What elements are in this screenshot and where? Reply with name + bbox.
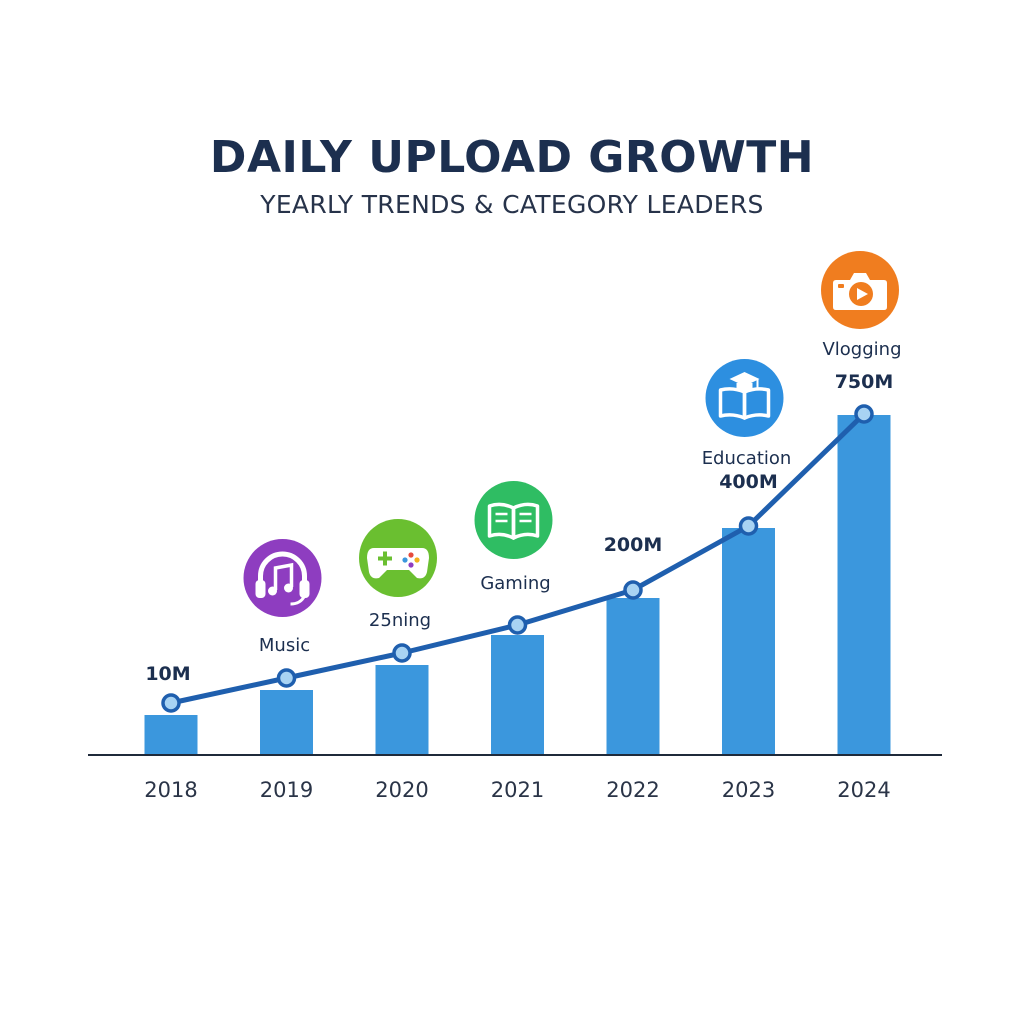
data-label: 200M <box>604 534 663 556</box>
trend-point-2021 <box>507 615 528 635</box>
headphones-music-icon <box>243 539 322 617</box>
trend-point-2024 <box>854 404 874 424</box>
x-tick-label: 2020 <box>375 778 428 802</box>
bar-2024 <box>837 415 891 755</box>
trend-point-2022 <box>623 580 643 600</box>
bar-2022 <box>606 598 660 755</box>
x-tick-label: 2022 <box>606 778 659 802</box>
trend-point-2018 <box>161 693 181 713</box>
graduation-book-icon <box>705 359 784 437</box>
chart-title: DAILY UPLOAD GROWTH <box>209 132 815 183</box>
x-tick-label: 2018 <box>144 778 197 802</box>
x-tick-label: 2021 <box>491 778 544 802</box>
category-label: Education <box>702 448 792 469</box>
bar-2018 <box>144 715 198 755</box>
trend-point-2020 <box>392 643 412 663</box>
open-book-icon <box>474 481 553 559</box>
trend-point-2023 <box>738 516 759 536</box>
x-tick-label: 2024 <box>837 778 890 802</box>
bar-2021 <box>491 635 544 755</box>
chart-subtitle: YEARLY TRENDS & CATEGORY LEADERS <box>260 190 764 219</box>
bar-2023 <box>722 528 775 755</box>
category-label: Gaming <box>480 573 550 594</box>
bar-2019 <box>260 690 313 755</box>
data-label: 400M <box>719 471 778 493</box>
gamepad-icon <box>359 519 437 597</box>
trend-point-2019 <box>276 668 297 688</box>
camera-play-icon <box>821 251 899 329</box>
category-label: 25ning <box>369 610 431 631</box>
data-label: 10M <box>145 663 190 685</box>
category-label: Vlogging <box>822 339 901 360</box>
data-label: 750M <box>835 371 894 393</box>
category-label: Music <box>259 635 310 656</box>
bar-2020 <box>375 665 429 755</box>
x-tick-label: 2019 <box>260 778 313 802</box>
x-tick-label: 2023 <box>722 778 775 802</box>
